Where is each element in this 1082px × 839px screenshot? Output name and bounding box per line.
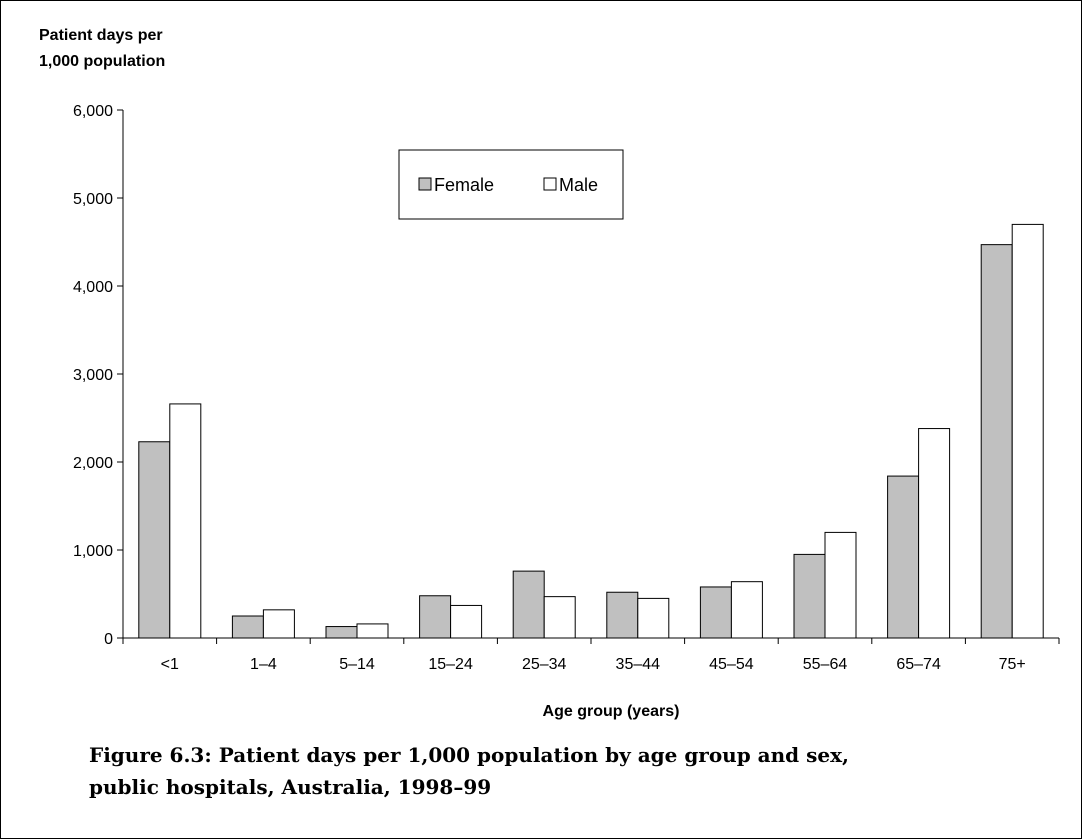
bar-male-3 — [450, 604, 483, 639]
bar-female-2 — [325, 626, 358, 639]
legend-label-male: Male — [559, 175, 598, 195]
bar-female-3 — [419, 595, 452, 639]
x-tick-label-9: 75+ — [999, 656, 1026, 673]
x-tick-label-6: 45–54 — [709, 656, 754, 673]
figure-caption-line-2: public hospitals, Australia, 1998–99 — [89, 775, 492, 799]
x-tick-label-8: 65–74 — [896, 656, 941, 673]
y-tick-label-6: 6,000 — [73, 103, 113, 120]
bar-female-1 — [231, 615, 264, 639]
y-tick-label-3: 3,000 — [73, 367, 113, 384]
figure-caption: Figure 6.3: Patient days per 1,000 popul… — [89, 739, 1029, 803]
bar-chart: 0 1,000 2,000 3,000 4,000 5,000 6,000 <1 1–4 5–14… — [73, 103, 1060, 720]
y-tick-label-1: 1,000 — [73, 543, 113, 560]
bar-male-5 — [637, 597, 670, 639]
bar-male-7 — [824, 531, 857, 639]
x-tick-label-2: 5–14 — [339, 656, 375, 673]
bar-male-2 — [356, 623, 389, 639]
bar-female-0 — [138, 441, 171, 639]
y-tick-label-2: 2,000 — [73, 455, 113, 472]
bar-female-9 — [980, 244, 1013, 639]
x-tick-label-1: 1–4 — [250, 656, 277, 673]
y-tick-label-5: 5,000 — [73, 191, 113, 208]
y-axis-title-line-1: Patient days per — [39, 27, 163, 44]
x-tick-label-7: 55–64 — [803, 656, 848, 673]
x-tick-label-5: 35–44 — [616, 656, 661, 673]
y-axis-title: Patient days per 1,000 population — [39, 23, 239, 75]
bar-male-1 — [262, 609, 295, 639]
y-axis-title-line-2: 1,000 population — [39, 53, 166, 70]
bar-female-5 — [606, 591, 639, 639]
x-tick-label-3: 15–24 — [428, 656, 473, 673]
bar-female-4 — [512, 570, 545, 639]
bar-female-7 — [793, 553, 826, 639]
bar-male-9 — [1011, 223, 1044, 639]
x-axis-title: Age group (years) — [543, 703, 680, 720]
bar-female-6 — [699, 586, 732, 639]
legend-box — [398, 149, 624, 220]
bar-male-8 — [918, 428, 951, 639]
legend-label-female: Female — [434, 175, 494, 195]
figure-caption-line-1: Figure 6.3: Patient days per 1,000 popul… — [89, 743, 849, 767]
bar-male-6 — [730, 581, 763, 639]
bar-male-4 — [543, 596, 576, 639]
legend-swatch-male — [543, 177, 557, 191]
bar-female-8 — [887, 475, 920, 639]
y-tick-label-4: 4,000 — [73, 279, 113, 296]
x-tick-label-0: <1 — [161, 656, 179, 673]
x-tick-label-4: 25–34 — [522, 656, 567, 673]
bar-male-0 — [169, 403, 202, 639]
y-tick-label-0: 0 — [104, 631, 113, 648]
legend-swatch-female — [418, 177, 432, 191]
